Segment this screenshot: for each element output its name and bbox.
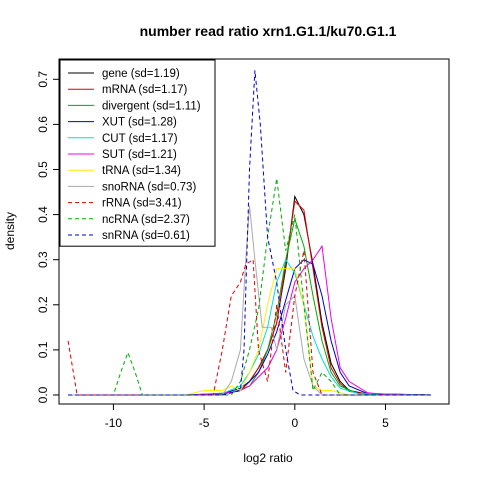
legend-label: snRNA (sd=0.61): [102, 230, 190, 242]
y-tick-label: 0.0: [36, 386, 50, 403]
chart-title: number read ratio xrn1.G1.1/ku70.G1.1: [140, 23, 397, 39]
series-line-10: [68, 70, 431, 396]
x-tick-label: -10: [105, 416, 123, 430]
legend-label: SUT (sd=1.21): [102, 149, 177, 161]
y-tick-label: 0.2: [36, 296, 50, 313]
legend-label: CUT (sd=1.17): [102, 133, 178, 145]
y-tick-label: 0.5: [36, 161, 50, 178]
legend-label: XUT (sd=1.28): [102, 117, 177, 129]
x-tick-label: -5: [199, 416, 210, 430]
legend-label: divergent (sd=1.11): [102, 100, 201, 112]
legend-label: mRNA (sd=1.17): [102, 84, 187, 96]
legend-label: rRNA (sd=3.41): [102, 198, 182, 210]
y-tick-label: 0.3: [36, 251, 50, 268]
y-tick-label: 0.6: [36, 116, 50, 133]
x-axis-label: log2 ratio: [243, 451, 293, 465]
y-tick-label: 0.4: [36, 206, 50, 223]
x-tick-label: 0: [291, 416, 298, 430]
legend-label: ncRNA (sd=2.37): [102, 214, 190, 226]
x-axis: -10 -5 0 5: [105, 403, 389, 430]
y-axis: 0.0 0.1 0.2 0.3 0.4 0.5 0.6 0.7: [36, 71, 60, 403]
series-layer: [67, 70, 431, 396]
legend-label: gene (sd=1.19): [102, 68, 180, 80]
y-tick-label: 0.1: [36, 341, 50, 358]
legend-box: [59, 59, 216, 247]
series-line-6: [68, 268, 431, 396]
legend-label: snoRNA (sd=0.73): [102, 181, 196, 193]
series-line-7: [68, 205, 431, 396]
series-line-4: [68, 258, 431, 396]
series-line-9: [68, 178, 431, 396]
legend-label: tRNA (sd=1.34): [102, 165, 181, 177]
y-axis-label: density: [3, 212, 17, 250]
series-line-2: [68, 217, 431, 396]
legend: gene (sd=1.19) mRNA (sd=1.17) divergent (s…: [59, 59, 216, 247]
y-tick-label: 0.7: [36, 71, 50, 88]
x-tick-label: 5: [382, 416, 389, 430]
